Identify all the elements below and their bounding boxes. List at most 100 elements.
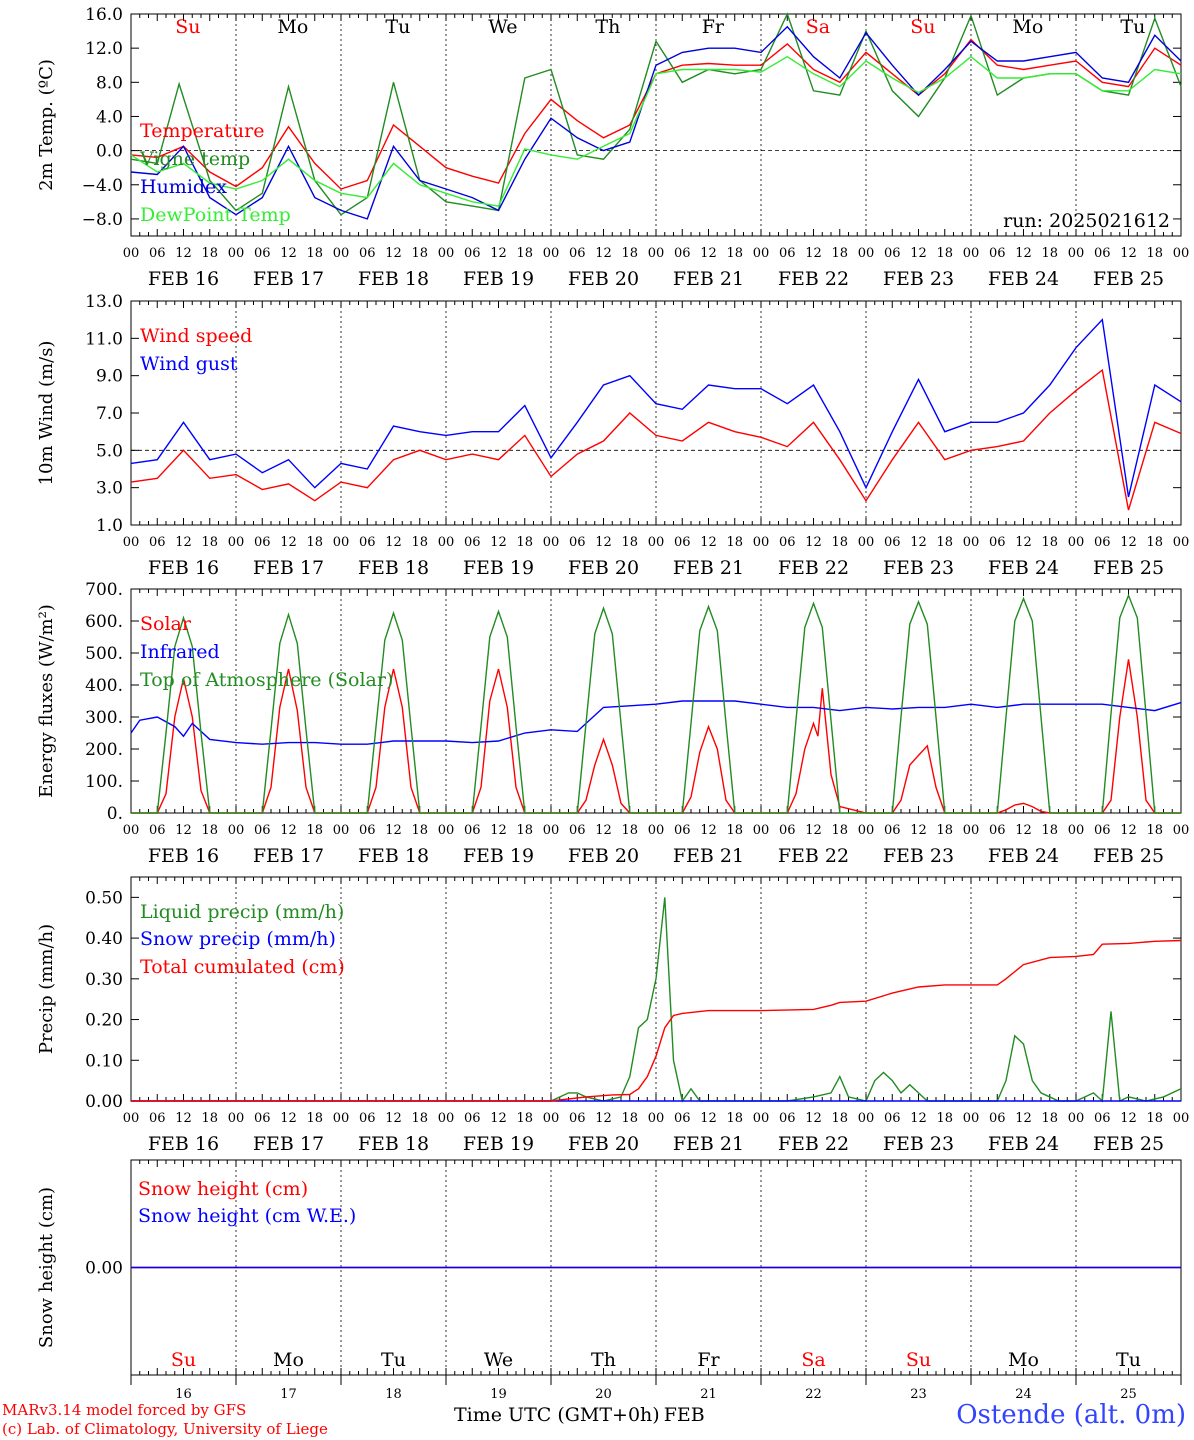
hour-tick-label: 00 [963,1111,980,1126]
hour-tick-label: 00 [1173,246,1190,261]
hour-tick-label: 06 [149,535,166,550]
y-tick-label: 11.0 [85,329,123,349]
hour-tick-label: 00 [228,823,245,838]
series-line-top-of-atmosphere-solar- [131,593,1181,814]
series-line-infrared [130,700,1182,745]
y-tick-label: 4.0 [96,107,123,127]
hour-tick-label: 12 [280,246,297,261]
y-tick-label: 5.0 [96,441,123,461]
hour-tick-label: 06 [569,246,586,261]
day-label: FEB 23 [883,557,954,579]
hour-tick-label: 12 [490,535,507,550]
hour-tick-label: 18 [936,1111,953,1126]
y-tick-label: 0.20 [85,1011,123,1031]
weekday-label-bottom: Mo [273,1349,304,1371]
hour-tick-label: 06 [464,823,481,838]
day-label: FEB 24 [988,1133,1059,1155]
legend-entry: Wind speed [140,325,252,347]
hour-tick-label: 12 [700,1111,717,1126]
hour-tick-label: 00 [753,535,770,550]
day-label: FEB 22 [778,845,849,867]
hour-tick-label: 00 [543,823,560,838]
y-tick-label: 700. [85,580,123,600]
hour-tick-label: 00 [438,535,455,550]
hour-tick-label: 06 [1094,1111,1111,1126]
hour-tick-label: 00 [1068,246,1085,261]
hour-tick-label: 18 [1146,535,1163,550]
hour-tick-label: 00 [1173,1111,1190,1126]
hour-tick-label: 06 [254,823,271,838]
day-label: FEB 18 [358,845,429,867]
hour-tick-label: 00 [648,535,665,550]
y-axis-label: 2m Temp. (ºC) [36,59,57,191]
hour-tick-label: 06 [989,1111,1006,1126]
hour-tick-label: 12 [700,823,717,838]
hour-tick-label: 12 [385,535,402,550]
day-label: FEB 25 [1093,1133,1164,1155]
series-line-dewpoint-temp [130,55,1182,207]
hour-tick-label: 06 [884,1111,901,1126]
day-label: FEB 22 [778,557,849,579]
y-tick-label: 200. [85,740,123,760]
legend-entry: Top of Atmosphere (Solar) [140,669,393,691]
hour-tick-label: 00 [1173,823,1190,838]
legend-entry: Liquid precip (mm/h) [140,901,344,923]
hour-tick-label: 00 [123,535,140,550]
hour-tick-label: 00 [438,1111,455,1126]
hour-tick-label: 00 [333,1111,350,1126]
hour-tick-label: 18 [516,823,533,838]
hour-tick-label: 12 [805,823,822,838]
hour-tick-label: 00 [438,246,455,261]
day-label: FEB 16 [148,1133,219,1155]
day-label: FEB 16 [148,557,219,579]
y-tick-label: 0.00 [85,1259,123,1279]
hour-tick-label: 00 [333,246,350,261]
hour-tick-label: 06 [254,246,271,261]
day-label: FEB 17 [253,845,324,867]
day-label: FEB 20 [568,1133,639,1155]
y-axis-label: Precip (mm/h) [36,924,57,1054]
legend-entry: Vigne temp [139,148,250,170]
hour-tick-label: 06 [359,535,376,550]
hour-tick-label: 06 [884,535,901,550]
day-label: FEB 19 [463,1133,534,1155]
weekday-label-bottom: Su [171,1349,196,1371]
hour-tick-label: 12 [805,1111,822,1126]
hour-tick-label: 18 [726,246,743,261]
hour-tick-label: 12 [1015,1111,1032,1126]
hour-tick-label: 18 [621,535,638,550]
hour-tick-label: 12 [280,823,297,838]
hour-tick-label: 18 [831,823,848,838]
hour-tick-label: 06 [674,535,691,550]
series-line-total-cumulated-cm- [131,939,1182,1102]
hour-tick-label: 12 [175,823,192,838]
day-label: FEB 18 [358,1133,429,1155]
y-tick-label: 7.0 [96,404,123,424]
hour-tick-label: 12 [385,823,402,838]
day-label: FEB 21 [673,557,744,579]
day-number-label: 23 [910,1387,927,1402]
day-label: FEB 24 [988,557,1059,579]
y-tick-label: 12.0 [85,39,123,59]
weekday-label: Sa [806,16,830,38]
hour-tick-label: 06 [149,1111,166,1126]
hour-tick-label: 06 [359,823,376,838]
hour-tick-label: 12 [595,1111,612,1126]
hour-tick-label: 12 [175,246,192,261]
hour-tick-label: 06 [569,823,586,838]
hour-tick-label: 00 [648,823,665,838]
hour-tick-label: 18 [201,1111,218,1126]
weekday-label-bottom: Fr [697,1349,720,1371]
hour-tick-label: 18 [726,535,743,550]
hour-tick-label: 12 [700,246,717,261]
run-label: run: 2025021612 [1003,210,1170,232]
hour-tick-label: 06 [674,1111,691,1126]
hour-tick-label: 00 [1068,1111,1085,1126]
hour-tick-label: 12 [175,1111,192,1126]
legend-entry: Infrared [140,641,220,663]
hour-tick-label: 00 [753,246,770,261]
hour-tick-label: 18 [306,1111,323,1126]
hour-tick-label: 06 [989,535,1006,550]
day-number-label: 20 [595,1387,612,1402]
